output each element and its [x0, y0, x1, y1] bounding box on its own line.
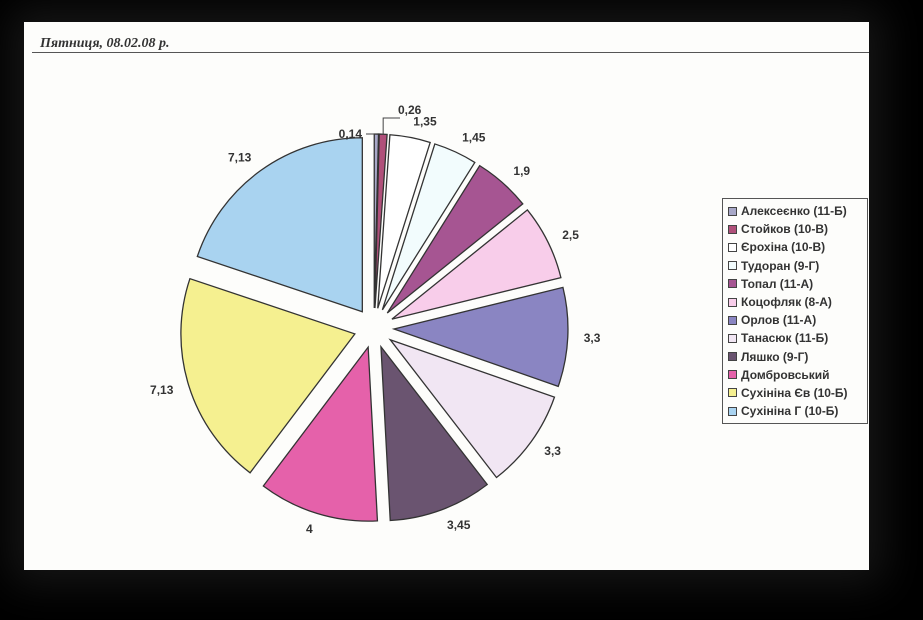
legend-swatch — [728, 333, 737, 343]
legend-swatch — [728, 242, 737, 252]
label-leader-line — [382, 117, 400, 135]
slice-value-label: 4 — [306, 522, 313, 536]
slice-value-label: 3,3 — [544, 444, 561, 458]
pie-slice — [377, 134, 432, 309]
pie-slice — [391, 209, 562, 320]
legend-swatch — [728, 406, 737, 416]
header-divider — [32, 52, 869, 53]
legend-swatch — [728, 315, 737, 325]
chart-legend: Алексеєнко (11-Б) Стойков (10-В) Єрохіна (… — [722, 198, 868, 425]
slice-value-label: 0,26 — [398, 103, 422, 117]
legend-item: Коцофляк (8-А) — [723, 293, 867, 311]
pie-slice — [386, 164, 524, 314]
legend-label: Сухініна Єв (10-Б) — [741, 385, 848, 400]
document-page: Пятниця, 08.02.08 р. 0,14 0,26 1,35 1,45 1,9… — [24, 22, 869, 570]
legend-item: Сухініна Єв (10-Б) — [723, 384, 867, 402]
legend-label: Єрохіна (10-В) — [741, 240, 826, 255]
legend-label: Тудоран (9-Г) — [741, 258, 820, 273]
legend-item: Тудоран (9-Г) — [723, 257, 867, 275]
slice-value-label: 1,45 — [462, 130, 486, 144]
pie-slice — [374, 133, 388, 309]
pie-slice — [262, 345, 379, 522]
pie-slice — [380, 344, 489, 522]
pie-slice — [196, 137, 363, 313]
pie-slice — [388, 338, 556, 479]
slice-value-label: 3,45 — [447, 518, 471, 532]
pie-slice — [391, 286, 569, 388]
slice-value-label: 1,35 — [413, 115, 437, 129]
pie-chart: 0,14 0,261,35 1,45 1,9 2,5 3,3 3,3 3,45 4 7,13 7,1… — [150, 103, 601, 536]
legend-item: Домбровський — [723, 366, 867, 384]
page-header-date: Пятниця, 08.02.08 р. — [40, 36, 170, 51]
legend-item: Алексеєнко (11-Б) — [723, 202, 867, 220]
legend-swatch — [728, 297, 737, 307]
pie-slice — [381, 143, 476, 311]
legend-item: Сухініна Г (10-Б) — [723, 402, 867, 420]
legend-swatch — [728, 261, 737, 271]
legend-swatch — [728, 206, 737, 216]
slice-value-label: 3,3 — [584, 331, 601, 345]
legend-swatch — [728, 279, 737, 289]
slice-value-label: 1,9 — [513, 164, 530, 178]
slice-value-label: 7,13 — [150, 383, 174, 397]
legend-item: Танасюк (11-Б) — [723, 329, 867, 347]
legend-label: Стойков (10-В) — [741, 222, 828, 237]
legend-swatch — [728, 352, 737, 362]
legend-label: Коцофляк (8-А) — [741, 295, 832, 310]
slice-value-label: 2,5 — [562, 228, 579, 242]
pie-slice — [180, 277, 356, 474]
legend-label: Танасюк (11-Б) — [741, 331, 829, 346]
legend-swatch — [728, 370, 737, 380]
slice-value-label: 0,14 — [339, 127, 363, 141]
legend-swatch — [728, 224, 737, 234]
legend-label: Ляшко (9-Г) — [741, 349, 809, 364]
legend-label: Сухініна Г (10-Б) — [741, 404, 839, 419]
legend-item: Стойков (10-В) — [723, 220, 867, 238]
pie-slices — [180, 133, 569, 522]
slice-value-label: 7,13 — [228, 151, 252, 165]
legend-swatch — [728, 388, 737, 398]
legend-item: Єрохіна (10-В) — [723, 238, 867, 256]
legend-label: Алексеєнко (11-Б) — [741, 204, 847, 219]
legend-item: Ляшко (9-Г) — [723, 348, 867, 366]
legend-label: Топал (11-А) — [741, 276, 814, 291]
legend-label: Домбровський — [741, 367, 830, 382]
pie-data-labels: 0,14 0,261,35 1,45 1,9 2,5 3,3 3,3 3,45 4 7,13 7,1… — [150, 103, 601, 536]
legend-item: Орлов (11-А) — [723, 311, 867, 329]
legend-item: Топал (11-А) — [723, 275, 867, 293]
legend-label: Орлов (11-А) — [741, 313, 817, 328]
